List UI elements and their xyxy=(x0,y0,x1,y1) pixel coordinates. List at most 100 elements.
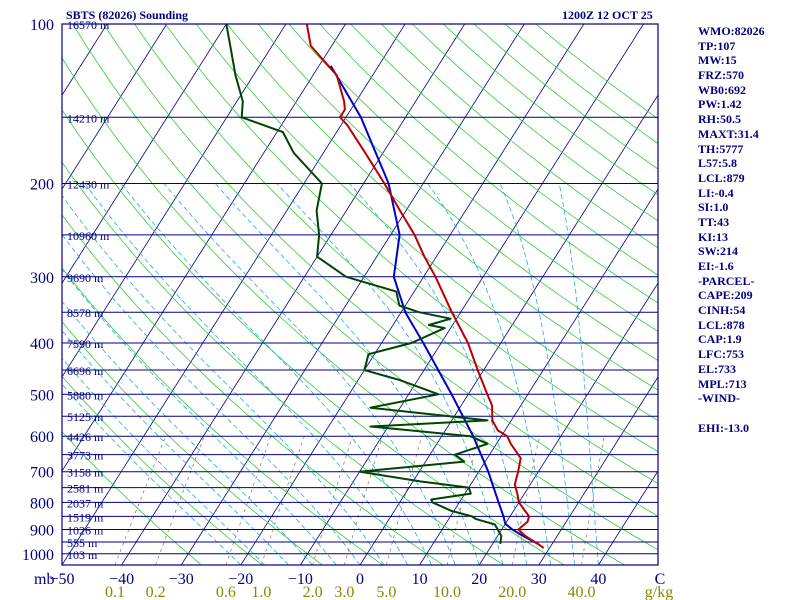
parameter-item: CAP:1.9 xyxy=(698,332,742,347)
mixing-ratio-line xyxy=(446,436,480,565)
dry-adiabat xyxy=(62,57,625,565)
parameter-item: LCL:878 xyxy=(698,317,745,332)
moist-adiabat xyxy=(62,300,313,565)
temperature-tick-label: 0 xyxy=(356,571,364,588)
mixing-ratio-line xyxy=(312,436,353,565)
moist-adiabat xyxy=(214,183,480,565)
height-label: 3773 m xyxy=(67,449,104,463)
parameter-item: WMO:82026 xyxy=(698,24,765,38)
dry-adiabat xyxy=(319,24,658,304)
mixing-ratio-line xyxy=(385,436,423,565)
sounding-profiles xyxy=(225,24,545,549)
moist-adiabat xyxy=(62,268,337,565)
temperature-tick-label: 40 xyxy=(590,571,606,588)
parameter-item: EHI:-13.0 xyxy=(698,420,749,435)
plot-frame xyxy=(61,23,659,566)
parameter-item: MAXT:31.4 xyxy=(698,126,759,141)
mixing-ratio-label: 3.0 xyxy=(334,584,354,600)
sounding-time: 1200Z 12 OCT 25 xyxy=(562,8,653,22)
isotherm-line xyxy=(62,24,108,96)
parameter-item: RH:50.5 xyxy=(698,112,741,127)
mixing-ratio-label: 40.0 xyxy=(568,584,596,600)
isotherm-line xyxy=(121,24,466,565)
dewpoint-line xyxy=(225,24,503,545)
moist-adiabat xyxy=(499,183,575,565)
parameter-item xyxy=(698,406,765,421)
moist-adiabat xyxy=(62,357,265,565)
height-label: 2037 m xyxy=(67,496,104,510)
moist-adiabat xyxy=(163,183,456,565)
isotherm-line xyxy=(62,24,227,284)
moist-adiabat xyxy=(120,183,432,565)
dry-adiabat xyxy=(288,24,658,332)
temperature-tick-label: 30 xyxy=(531,571,547,588)
dry-adiabat xyxy=(62,214,444,565)
mixing-ratio-label: 1.0 xyxy=(251,584,271,600)
parameter-item: SI:1.0 xyxy=(698,200,729,215)
height-label: 9690 m xyxy=(67,271,104,285)
parameter-item: LI:-0.4 xyxy=(698,185,734,200)
height-labels: 16570 m 14210 m 12430 m 10960 m 9690 m 8578 m… xyxy=(67,18,110,562)
parameter-item: WB0:692 xyxy=(698,82,746,97)
pressure-tick-label: 200 xyxy=(30,176,54,193)
parameter-item: LFC:753 xyxy=(698,347,744,362)
isotherm-line xyxy=(62,24,287,378)
dry-adiabat xyxy=(62,431,202,565)
dry-adiabat xyxy=(195,24,658,422)
dry-adiabat xyxy=(350,24,658,276)
dry-adiabat xyxy=(103,24,658,517)
mixing-ratio-line xyxy=(261,436,305,565)
dry-adiabat xyxy=(62,320,323,565)
height-label: 2581 m xyxy=(67,482,104,496)
temperature-axis: −50 −40 −30 −20 −10 0 10 20 30 40 C xyxy=(49,571,665,588)
pressure-unit-label: mb xyxy=(34,571,54,588)
height-label: 103 m xyxy=(67,548,98,562)
pressure-tick-label: 300 xyxy=(30,270,54,287)
mixing-ratio-axis: 0.1 0.2 0.6 1.0 2.0 3.0 5.0 10.0 20.0 40.0 g/kg xyxy=(105,584,673,600)
moist-adiabat-lines xyxy=(62,183,599,565)
temperature-tick-label: −10 xyxy=(288,571,313,588)
height-label: 12430 m xyxy=(67,177,110,191)
dry-adiabat xyxy=(62,375,263,565)
temperature-unit-label: C xyxy=(655,571,666,588)
mixing-ratio-label: 0.2 xyxy=(146,584,166,600)
parameter-item: SW:214 xyxy=(698,244,739,259)
height-label: 5125 m xyxy=(67,410,104,424)
mixing-ratio-label: 0.6 xyxy=(216,584,236,600)
isotherm-lines xyxy=(0,0,658,565)
mixing-ratio-line xyxy=(581,436,605,565)
parameter-item: MW:15 xyxy=(698,53,737,68)
dry-adiabat-lines xyxy=(62,24,658,565)
plot-background xyxy=(62,24,658,565)
moist-adiabat xyxy=(62,383,242,565)
moist-adiabat xyxy=(62,329,289,565)
height-label: 5880 m xyxy=(67,388,104,402)
moist-adiabat xyxy=(276,183,504,565)
mixing-ratio-unit-label: g/kg xyxy=(645,584,673,600)
height-label: 3158 m xyxy=(67,466,104,480)
temperature-line xyxy=(305,24,545,549)
temperature-tick-label: −30 xyxy=(169,571,194,588)
moist-adiabat xyxy=(62,233,361,565)
isotherm-line xyxy=(419,188,658,565)
parameter-item: FRZ:570 xyxy=(698,68,744,83)
parameter-item: -WIND- xyxy=(698,391,740,406)
pressure-tick-label: 1000 xyxy=(22,547,54,564)
isotherm-line xyxy=(240,24,585,565)
isotherm-line xyxy=(300,24,644,565)
dry-adiabat xyxy=(134,24,658,484)
isotherm-line xyxy=(0,0,20,565)
moist-adiabat xyxy=(62,194,385,565)
parcel-line xyxy=(329,65,539,545)
parameter-item: TP:107 xyxy=(698,38,736,53)
mixing-ratio-label: 5.0 xyxy=(376,584,396,600)
isotherm-line xyxy=(62,24,406,565)
temperature-tick-label: −20 xyxy=(228,571,253,588)
isotherm-line xyxy=(180,24,525,565)
dry-adiabat xyxy=(380,24,658,249)
mixing-ratio-label: 20.0 xyxy=(498,584,526,600)
temperature-tick-label: 10 xyxy=(412,571,428,588)
pressure-tick-label: 500 xyxy=(30,387,54,404)
temperature-tick-label: −50 xyxy=(49,571,74,588)
